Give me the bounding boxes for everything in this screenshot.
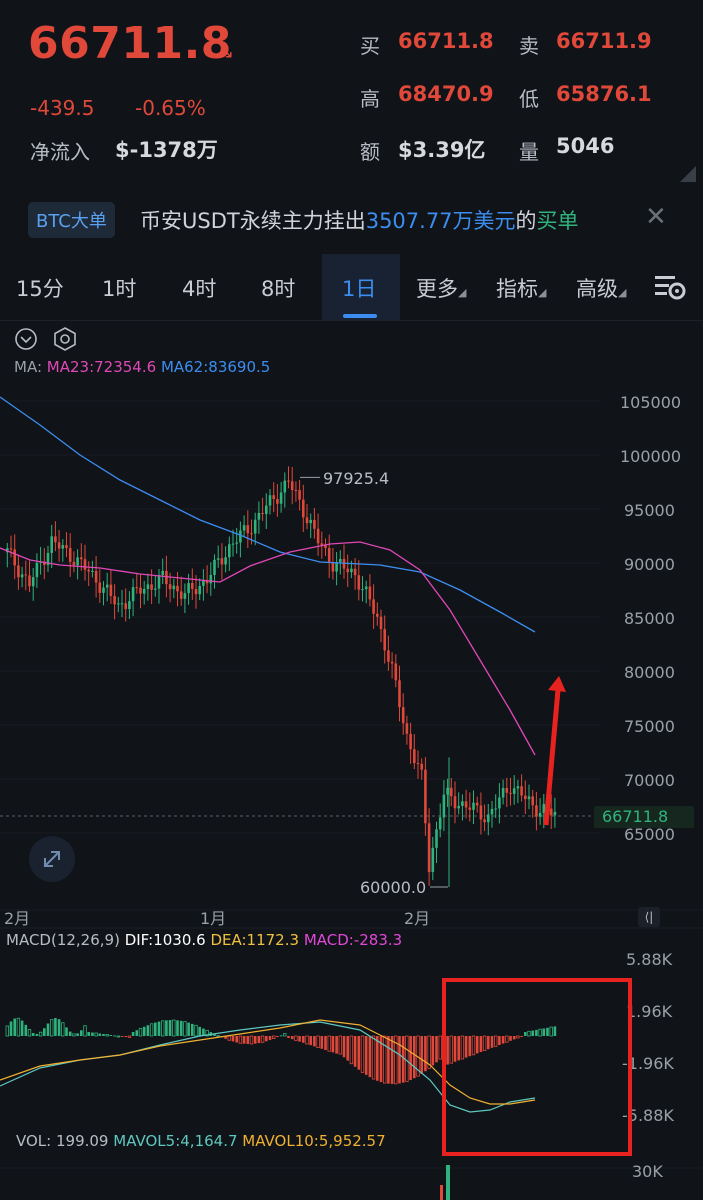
ma62-value: MA62:83690.5 (160, 358, 271, 376)
net-inflow-value: $-1378万 (115, 138, 218, 162)
tab-indicators[interactable]: 指标◢ (496, 273, 546, 303)
active-tab-highlight (322, 254, 400, 320)
tab-15m[interactable]: 15分 (16, 277, 64, 301)
price-change: -439.5 (30, 96, 95, 120)
vol-y-tick: 30K (632, 1162, 663, 1181)
more-dots-icon[interactable] (680, 166, 696, 182)
tab-more[interactable]: 更多◢ (416, 273, 466, 303)
tab-indicators-caret-icon: ◢ (538, 286, 547, 299)
ma-legend: MA: MA23:72354.6 MA62:83690.5 (14, 358, 270, 376)
ask-value: 66711.9 (556, 29, 652, 53)
annotation-arrow-head (548, 676, 566, 692)
y-tick-100000: 100000 (620, 447, 682, 466)
turnover-value: $3.39亿 (398, 138, 486, 162)
close-icon[interactable]: ✕ (645, 202, 667, 232)
bid-label: 买 (360, 34, 380, 58)
vol-value: VOL: 199.09 (16, 1132, 109, 1150)
mavol10-value: MAVOL10:5,952.57 (242, 1132, 386, 1150)
volume-label: 量 (519, 140, 539, 164)
macd-y-tick-3: -1.96K (622, 1054, 674, 1073)
tab-advanced-caret-icon: ◢ (618, 286, 627, 299)
macd-y-tick-2: 1.96K (626, 1002, 673, 1021)
tab-1h[interactable]: 1时 (102, 277, 137, 301)
y-tick-75000: 75000 (624, 717, 675, 736)
macd-dif: DIF:1030.6 (124, 931, 206, 949)
ma23-value: MA23:72354.6 (46, 358, 157, 376)
high-annotation: 97925.4 (323, 469, 390, 488)
ma-prefix: MA: (14, 358, 42, 376)
macd-y-tick-4: -5.88K (622, 1106, 674, 1125)
last-price-tag-label: 66711.8 (602, 807, 669, 826)
btc-big-order-badge: BTC大单 (28, 202, 115, 238)
price-change-percent: -0.65% (135, 96, 206, 120)
y-tick-65000: 65000 (624, 825, 675, 844)
macd-hist: MACD:-283.3 (303, 931, 403, 949)
collapse-chevron-icon[interactable] (14, 327, 38, 351)
turnover-label: 额 (360, 140, 380, 164)
high-value: 68470.9 (398, 82, 494, 106)
macd-title: MACD(12,26,9) (6, 931, 120, 949)
ticker-mid: 的 (515, 209, 537, 233)
low-label: 低 (519, 87, 539, 111)
x-tick-jan: 1月 (200, 909, 227, 928)
macd-y-tick-1: 5.88K (626, 950, 673, 969)
y-tick-80000: 80000 (624, 663, 675, 682)
x-tick-feb: 2月 (404, 909, 431, 928)
ask-label: 卖 (519, 34, 539, 58)
mavol5-value: MAVOL5:4,164.7 (113, 1132, 238, 1150)
scroll-to-start-icon[interactable]: ⟨| (638, 907, 660, 927)
fullscreen-icon (44, 851, 60, 867)
y-tick-95000: 95000 (624, 501, 675, 520)
y-tick-70000: 70000 (624, 771, 675, 790)
ticker-prefix: 币安USDT永续主力挂出 (140, 209, 366, 233)
tab-advanced-label: 高级 (576, 277, 618, 301)
tab-more-label: 更多 (416, 277, 458, 301)
ticker-message: 币安USDT永续主力挂出3507.77万美元的买单 (140, 205, 579, 235)
y-tick-85000: 85000 (624, 609, 675, 628)
low-annotation: 60000.0 (360, 878, 427, 897)
last-price-tag (594, 806, 694, 828)
vol-legend: VOL: 199.09 MAVOL5:4,164.7 MAVOL10:5,952… (16, 1132, 386, 1150)
y-tick-90000: 90000 (624, 555, 675, 574)
fullscreen-button[interactable] (29, 836, 75, 882)
chart-settings-icon[interactable] (653, 272, 687, 302)
tab-4h[interactable]: 4时 (182, 277, 217, 301)
ticker-side: 买单 (536, 209, 579, 233)
macd-legend: MACD(12,26,9) DIF:1030.6 DEA:1172.3 MACD… (6, 931, 402, 949)
tab-indicators-label: 指标 (496, 277, 538, 301)
tab-advanced[interactable]: 高级◢ (576, 273, 626, 303)
net-inflow-label: 净流入 (30, 140, 90, 164)
bid-value: 66711.8 (398, 29, 494, 53)
tab-1d[interactable]: 1日 (342, 277, 377, 301)
hexagon-settings-icon[interactable] (52, 326, 78, 352)
active-tab-indicator (343, 314, 377, 318)
annotation-box (442, 978, 632, 1156)
ticker-amount: 3507.77万美元 (365, 209, 516, 233)
high-label: 高 (360, 87, 380, 111)
tab-8h[interactable]: 8时 (261, 277, 296, 301)
low-value: 65876.1 (556, 82, 652, 106)
x-tick-feb-prev: 2月 (4, 909, 31, 928)
tabs-divider (0, 320, 703, 321)
volume-value: 5046 (556, 134, 615, 158)
macd-dea: DEA:1172.3 (210, 931, 300, 949)
last-price: 66711.8 (28, 18, 232, 69)
y-tick-105000: 105000 (620, 393, 682, 412)
tab-more-caret-icon: ◢ (458, 286, 467, 299)
annotation-arrow-shaft (543, 689, 561, 826)
price-down-arrow-icon: ↘ (219, 42, 235, 63)
